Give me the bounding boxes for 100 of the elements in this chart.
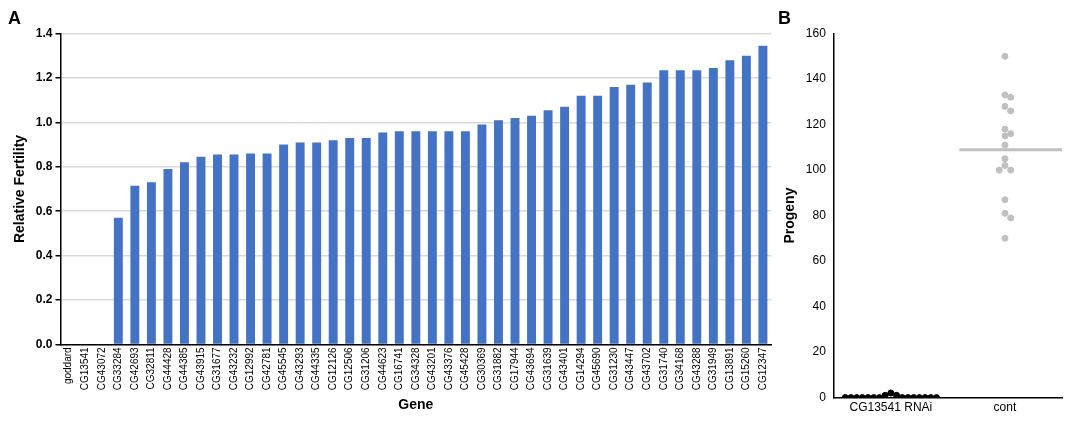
chart-title: A (8, 7, 21, 28)
x-tick-label: CG45428 (459, 346, 471, 391)
x-tick-label: CG44623 (376, 346, 388, 391)
bar (328, 140, 338, 344)
x-tick-label: goddard (62, 347, 74, 385)
x-tick-label: CG43702 (640, 346, 652, 391)
x-tick-label: CG12126 (326, 346, 338, 391)
x-tick-label: CG12506 (343, 346, 355, 391)
bar (394, 131, 404, 344)
bar (229, 154, 239, 344)
x-tick-label: CG45545 (277, 346, 289, 391)
y-tick-label: 60 (812, 253, 827, 268)
y-tick-label: 160 (805, 25, 827, 40)
bar (576, 95, 586, 344)
bar (593, 95, 603, 344)
x-tick-label: CG43288 (690, 346, 702, 391)
bar (626, 84, 636, 344)
bar (146, 182, 156, 344)
y-axis-title: Progeny (781, 187, 798, 244)
x-tick-label: CG32811 (145, 346, 157, 390)
x-tick-label: CG44335 (310, 346, 322, 391)
bar (543, 110, 553, 344)
bar (560, 106, 570, 344)
bar (279, 144, 289, 344)
bar (444, 131, 454, 344)
y-tick-label: 100 (805, 162, 827, 177)
x-tick-label: CG44385 (178, 346, 190, 391)
x-tick-label: CG43376 (442, 346, 454, 391)
bar (246, 153, 256, 344)
bar (312, 142, 322, 344)
x-tick-label: CG17944 (508, 346, 520, 391)
chart-title: B (778, 7, 791, 28)
bar (741, 55, 751, 344)
x-tick-label: CG45690 (591, 346, 603, 391)
x-tick-label: CG14294 (574, 346, 586, 391)
bar (725, 60, 735, 344)
y-tick-label: 0 (819, 389, 827, 404)
y-tick-label: 0.8 (35, 159, 53, 174)
bar (659, 70, 669, 344)
bar (675, 70, 685, 344)
x-tick-label: CG31949 (707, 346, 719, 391)
x-tick-label: CG31882 (492, 346, 504, 391)
y-tick-label: 0.0 (35, 336, 53, 351)
y-tick-label: 0.4 (35, 247, 53, 262)
y-tick-label: 0.2 (35, 292, 53, 307)
bar (361, 137, 371, 344)
bar (345, 137, 355, 344)
x-tick-label: CG12347 (756, 346, 768, 391)
bar (427, 131, 437, 344)
x-tick-label: CG31230 (607, 346, 619, 391)
bar (295, 142, 305, 344)
y-tick-label: 20 (812, 344, 827, 359)
y-tick-label: 80 (812, 207, 827, 222)
x-tick-label: CG15260 (740, 346, 752, 391)
bar (411, 131, 421, 344)
y-tick-label: 1.2 (35, 70, 53, 85)
bar (179, 162, 189, 344)
x-tick-label: CG42693 (128, 346, 140, 391)
y-tick-label: 1.4 (35, 25, 53, 40)
y-tick-label: 1.0 (35, 114, 53, 129)
bar (460, 131, 470, 344)
x-tick-label: CG16741 (393, 346, 405, 391)
y-tick-label: 120 (805, 116, 827, 131)
x-tick-label: CG31740 (657, 346, 669, 391)
x-tick-label: CG43072 (95, 346, 107, 391)
bar (196, 156, 206, 344)
x-tick-label: CG30369 (475, 346, 487, 391)
x-tick-label: CG12992 (244, 346, 256, 391)
bar (758, 45, 768, 344)
x-tick-label: CG43201 (426, 346, 438, 391)
bar (477, 124, 487, 344)
x-tick-label: CG31206 (360, 346, 371, 391)
bar (378, 132, 388, 344)
x-tick-label: CG33284 (112, 346, 124, 391)
bar (113, 217, 123, 344)
x-tick-label: CG44428 (161, 346, 173, 391)
bar (642, 82, 652, 344)
y-axis-title: Relative Fertility (11, 134, 28, 244)
x-tick-label: CG34328 (409, 346, 421, 391)
y-tick-label: 0.6 (35, 203, 53, 218)
x-tick-label: CG43401 (558, 346, 570, 391)
x-tick-label: CG34168 (674, 346, 686, 391)
bar (609, 86, 619, 344)
x-tick-label: CG13541 (79, 346, 91, 391)
x-tick-label: CG13541 RNAi (849, 400, 933, 415)
x-tick-label: CG31639 (541, 346, 553, 391)
x-tick-label: CG43293 (293, 346, 305, 391)
bar (163, 169, 173, 344)
x-tick-label: CG42781 (260, 346, 272, 391)
bar (213, 154, 222, 344)
bar (262, 153, 272, 344)
bar (510, 117, 520, 344)
y-tick-label: 40 (812, 298, 827, 313)
x-tick-label: CG13891 (723, 346, 735, 391)
x-tick-label: CG43447 (624, 346, 636, 391)
y-tick-label: 140 (805, 71, 827, 86)
x-axis-title: Gene (398, 396, 434, 413)
x-tick-label: CG31677 (211, 346, 223, 391)
x-tick-label: CG43232 (227, 346, 239, 391)
bar (130, 185, 140, 344)
